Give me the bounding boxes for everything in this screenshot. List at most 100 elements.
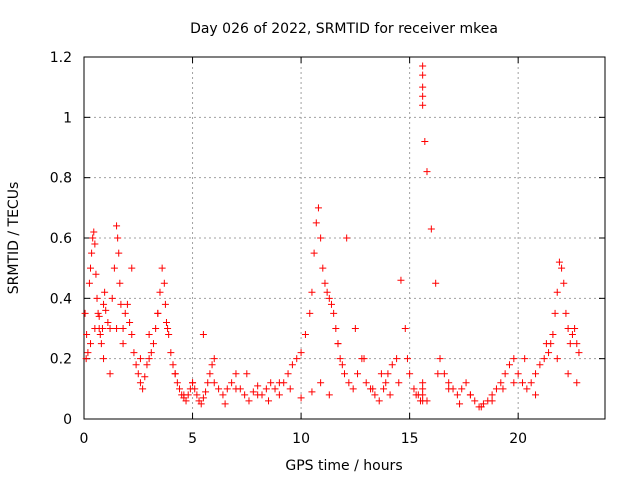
y-tick-label: 0.2 <box>50 352 72 368</box>
data-point <box>421 137 429 145</box>
data-point <box>497 379 505 387</box>
data-point <box>327 300 335 308</box>
data-point <box>130 349 138 357</box>
data-point <box>564 370 572 378</box>
data-point <box>115 249 123 257</box>
data-point <box>375 397 383 405</box>
data-point <box>558 264 566 272</box>
data-points <box>81 62 583 411</box>
data-point <box>568 331 576 339</box>
data-point <box>445 385 453 393</box>
chart-title: Day 026 of 2022, SRMTID for receiver mke… <box>190 21 498 37</box>
x-tick-label: 15 <box>401 431 419 447</box>
data-point <box>128 331 136 339</box>
data-point <box>432 279 440 287</box>
data-point <box>412 391 420 399</box>
data-point <box>555 258 563 266</box>
data-point <box>297 349 305 357</box>
data-point <box>143 361 151 369</box>
data-point <box>84 349 92 357</box>
data-point <box>371 391 379 399</box>
data-point <box>271 385 279 393</box>
data-point <box>369 385 377 393</box>
data-point <box>88 249 96 257</box>
data-point <box>160 279 168 287</box>
data-point <box>102 306 110 314</box>
data-point <box>423 397 431 405</box>
data-point <box>536 361 544 369</box>
data-point <box>232 370 240 378</box>
data-point <box>119 340 127 348</box>
data-point <box>456 400 464 408</box>
data-point <box>92 270 100 278</box>
data-point <box>136 355 144 363</box>
x-tick-label: 0 <box>80 431 89 447</box>
data-point <box>514 370 522 378</box>
data-point <box>106 370 114 378</box>
data-point <box>139 385 147 393</box>
x-tick-label: 10 <box>292 431 310 447</box>
data-point <box>573 379 581 387</box>
data-point <box>545 349 553 357</box>
data-point <box>147 349 155 357</box>
data-point <box>171 370 179 378</box>
data-point <box>145 331 153 339</box>
data-point <box>501 370 509 378</box>
data-point <box>243 370 251 378</box>
data-point <box>521 355 529 363</box>
data-point <box>306 309 314 317</box>
data-point <box>321 279 329 287</box>
data-point <box>542 340 550 348</box>
data-point <box>116 279 124 287</box>
data-point <box>210 355 218 363</box>
data-point <box>386 391 394 399</box>
data-point <box>553 355 561 363</box>
data-point <box>83 331 91 339</box>
data-point <box>254 391 262 399</box>
data-point <box>197 400 205 408</box>
data-point <box>351 325 359 332</box>
data-point <box>436 355 444 363</box>
data-point <box>575 349 583 357</box>
data-point <box>87 264 95 272</box>
data-point <box>284 370 292 378</box>
data-point <box>101 288 109 296</box>
data-point <box>330 309 338 317</box>
data-point <box>173 379 181 387</box>
grid <box>84 57 605 419</box>
data-point <box>419 385 427 393</box>
data-point <box>308 388 316 396</box>
data-point <box>275 391 283 399</box>
data-point <box>462 379 470 387</box>
data-point <box>345 379 353 387</box>
data-point <box>419 92 427 100</box>
data-point <box>471 397 479 405</box>
data-point <box>262 385 270 393</box>
data-point <box>90 228 98 236</box>
data-point <box>395 379 403 387</box>
data-point <box>301 331 309 339</box>
data-point <box>288 361 296 369</box>
data-point <box>532 391 540 399</box>
data-point <box>114 234 122 242</box>
y-tick-label: 0.4 <box>50 291 72 307</box>
data-point <box>110 264 118 272</box>
data-point <box>167 349 175 357</box>
data-point <box>458 385 466 393</box>
data-point <box>336 355 344 363</box>
data-point <box>95 312 103 320</box>
data-point <box>121 309 129 317</box>
data-point <box>117 300 125 308</box>
data-point <box>419 101 427 109</box>
data-point <box>560 279 568 287</box>
data-point <box>492 385 500 393</box>
data-point <box>180 391 188 399</box>
data-point <box>427 225 435 233</box>
data-point <box>134 370 142 378</box>
data-point <box>91 240 99 248</box>
data-point <box>223 385 231 393</box>
data-point <box>215 385 223 393</box>
y-tick-label: 1 <box>63 110 72 126</box>
data-point <box>100 300 108 308</box>
data-point <box>219 391 227 399</box>
